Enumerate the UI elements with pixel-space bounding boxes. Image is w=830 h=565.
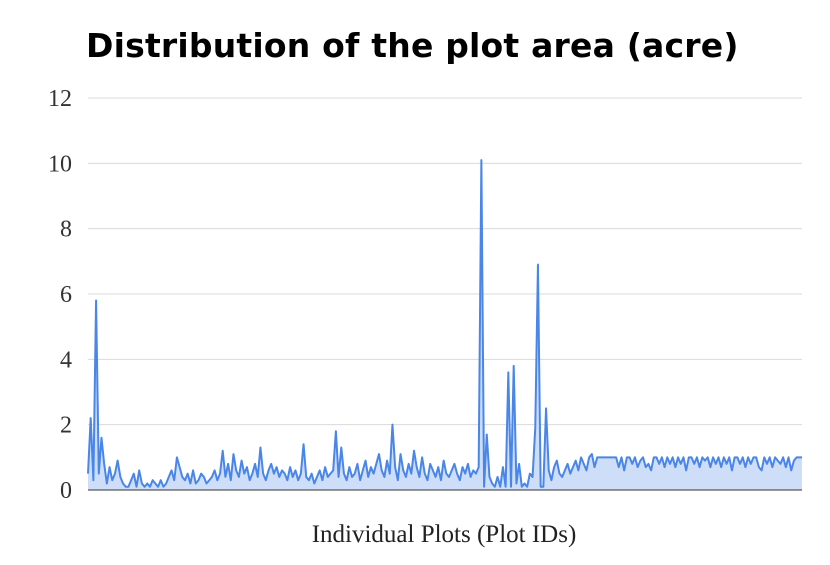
y-tick-label: 0 (60, 478, 72, 504)
y-tick-label: 2 (60, 413, 72, 439)
y-tick-label: 10 (48, 151, 72, 177)
y-tick-label: 4 (60, 347, 72, 373)
y-tick-label: 6 (60, 282, 72, 308)
y-tick-label: 8 (60, 217, 72, 243)
y-tick-label: 12 (48, 86, 72, 112)
series-area-fill (88, 160, 802, 490)
x-axis-label: Individual Plots (Plot IDs) (312, 521, 577, 548)
series-line (87, 159, 802, 488)
gridlines (88, 97, 802, 426)
chart-title: Distribution of the plot area (acre) (86, 26, 739, 65)
y-axis-ticks: 0 2 4 6 8 10 12 (48, 86, 72, 504)
